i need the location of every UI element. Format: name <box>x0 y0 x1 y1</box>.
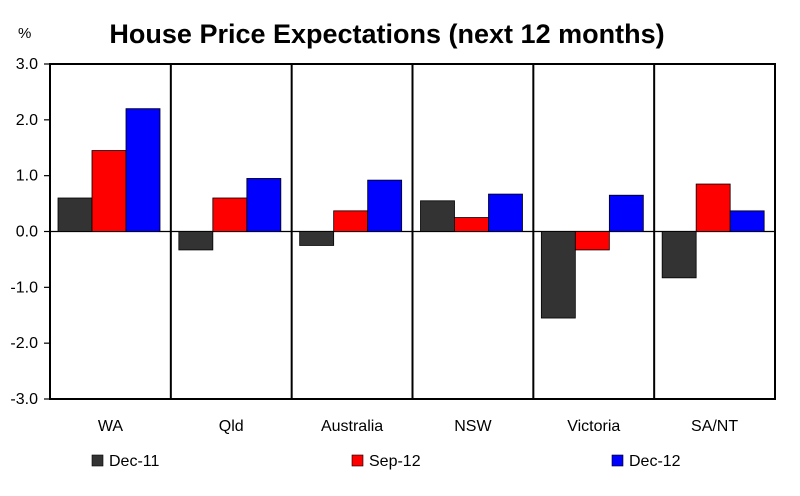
y-unit-label: % <box>18 25 31 42</box>
plot-area: 3.0 2.0 1.0 0.0 -1.0 -2.0 -3.0 WA Qld Australia NS… <box>10 56 776 435</box>
x-category-label: SA/NT <box>691 418 738 435</box>
bar-dec-12-australia <box>367 179 403 232</box>
x-category-label: NSW <box>454 418 492 435</box>
y-tick-label: 0.0 <box>16 224 38 241</box>
legend-swatch-dec-11 <box>91 454 104 467</box>
legend-swatch-sep-12 <box>351 454 364 467</box>
bar-dec-11-australia <box>299 231 335 246</box>
x-category-label: Australia <box>321 418 383 435</box>
y-tick-label: 3.0 <box>16 56 38 73</box>
bar-dec-12-nsw <box>488 193 523 232</box>
bar-dec-12-victoria <box>608 194 644 232</box>
y-tick-label: 2.0 <box>16 112 38 129</box>
bar-dec-11-victoria <box>540 231 576 319</box>
bar-sep-12-wa <box>91 150 127 232</box>
bar-sep-12-sa-nt <box>695 183 731 232</box>
bar-dec-12-wa <box>125 108 161 232</box>
bar-sep-12-nsw <box>454 217 489 232</box>
bar-dec-12-sa-nt <box>729 210 765 232</box>
x-category-label: Qld <box>219 418 244 435</box>
bar-dec-11-sa-nt <box>661 231 697 279</box>
bar-dec-11-nsw <box>420 200 455 232</box>
legend: Dec-11 Sep-12 Dec-12 <box>91 453 681 470</box>
bar-sep-12-victoria <box>574 231 610 251</box>
x-category-label: WA <box>98 418 124 435</box>
y-tick-label: -2.0 <box>10 335 38 352</box>
y-tick-label: 1.0 <box>16 168 38 185</box>
legend-label-dec-12: Dec-12 <box>629 453 681 470</box>
bar-dec-11-wa <box>57 197 93 232</box>
chart-title: House Price Expectations (next 12 months… <box>109 19 664 49</box>
bar-dec-12-qld <box>246 178 282 232</box>
y-tick-label: -1.0 <box>10 279 38 296</box>
legend-label-dec-11: Dec-11 <box>109 453 159 470</box>
x-category-label: Victoria <box>567 418 620 435</box>
legend-label-sep-12: Sep-12 <box>369 453 421 470</box>
legend-swatch-dec-12 <box>611 454 624 467</box>
bar-sep-12-australia <box>333 210 369 232</box>
bar-dec-11-qld <box>178 231 214 251</box>
bar-sep-12-qld <box>212 197 248 232</box>
y-tick-label: -3.0 <box>10 391 38 408</box>
